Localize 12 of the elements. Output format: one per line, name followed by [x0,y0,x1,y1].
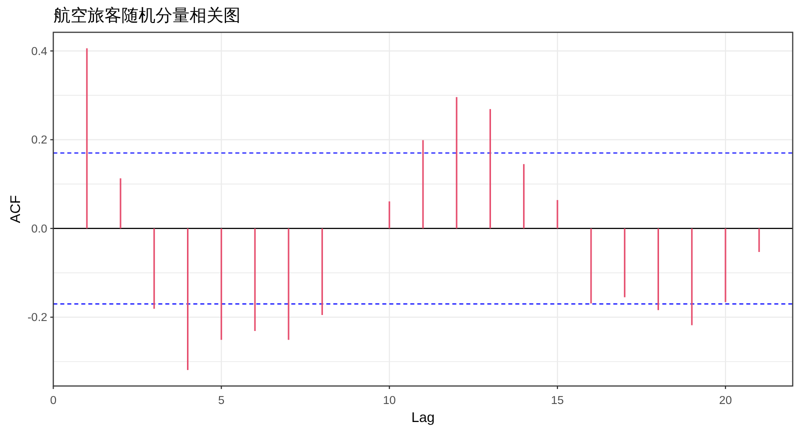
chart-title: 航空旅客随机分量相关图 [53,6,240,25]
y-tick-label: -0.2 [27,312,48,324]
y-tick-label: 0.0 [31,223,48,236]
x-tick-label: 10 [382,395,396,407]
x-tick-label: 15 [551,395,564,407]
y-tick-label: 0.4 [31,46,48,58]
y-axis-title: ACF [7,195,23,224]
x-tick-label: 0 [50,395,57,407]
y-tick-label: 0.2 [31,134,48,147]
x-tick-label: 20 [719,395,732,407]
x-axis-title: Lag [411,409,435,425]
x-tick-label: 5 [218,395,225,407]
